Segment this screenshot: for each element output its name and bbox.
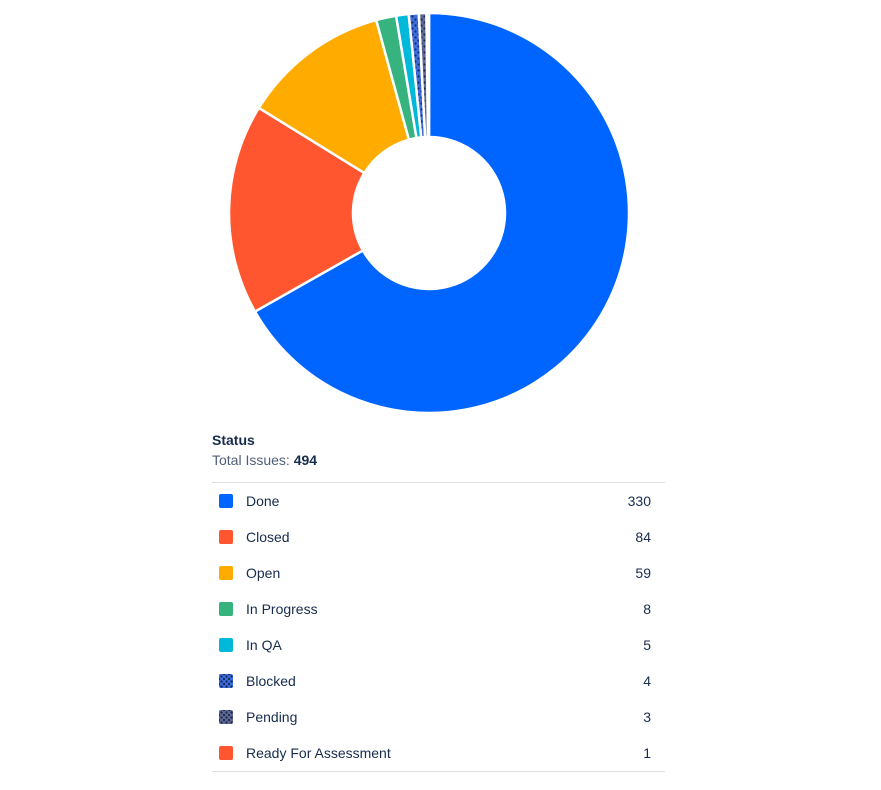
status-donut-chart[interactable]	[0, 0, 881, 430]
legend-value: 4	[643, 673, 651, 689]
legend-title: Status	[212, 432, 255, 448]
legend-label: Blocked	[246, 673, 296, 689]
legend-label: Ready For Assessment	[246, 745, 391, 761]
slice-done[interactable]	[253, 11, 631, 415]
legend-item-pending[interactable]: Pending 3	[212, 699, 665, 735]
in-qa-swatch-icon	[219, 638, 233, 652]
legend-list: Done 330 Closed 84 Open 59 In Progress 8…	[212, 482, 665, 772]
legend-value: 84	[635, 529, 651, 545]
legend-label: Closed	[246, 529, 290, 545]
legend-label: In QA	[246, 637, 282, 653]
legend-item-open[interactable]: Open 59	[212, 555, 665, 591]
in-progress-swatch-icon	[219, 602, 233, 616]
slice-open[interactable]	[257, 18, 411, 175]
open-swatch-icon	[219, 566, 233, 580]
pending-swatch-icon	[219, 710, 233, 724]
legend-value: 3	[643, 709, 651, 725]
legend-value: 330	[627, 493, 651, 509]
blocked-swatch-icon	[219, 674, 233, 688]
ready-for-assessment-swatch-icon	[219, 746, 233, 760]
legend-label: Done	[246, 493, 280, 509]
total-issues: Total Issues: 494	[212, 450, 665, 470]
legend-item-in-qa[interactable]: In QA 5	[212, 627, 665, 663]
done-swatch-icon	[219, 494, 233, 508]
legend: Status Total Issues: 494 Done 330 Closed…	[212, 432, 665, 772]
legend-item-closed[interactable]: Closed 84	[212, 519, 665, 555]
legend-label: Open	[246, 565, 281, 581]
legend-label: In Progress	[246, 601, 318, 617]
total-issues-value: 494	[293, 452, 318, 468]
slice-ready-for-assessment[interactable]	[425, 11, 431, 139]
total-issues-label: Total Issues:	[212, 452, 290, 468]
legend-item-done[interactable]: Done 330	[212, 483, 665, 519]
legend-label: Pending	[246, 709, 298, 725]
legend-value: 59	[635, 565, 651, 581]
legend-value: 1	[643, 745, 651, 761]
legend-value: 8	[643, 601, 651, 617]
closed-swatch-icon	[219, 530, 233, 544]
legend-value: 5	[643, 637, 651, 653]
legend-item-in-progress[interactable]: In Progress 8	[212, 591, 665, 627]
legend-item-blocked[interactable]: Blocked 4	[212, 663, 665, 699]
legend-item-ready-for-assessment[interactable]: Ready For Assessment 1	[212, 735, 665, 771]
slice-closed[interactable]	[227, 106, 367, 314]
